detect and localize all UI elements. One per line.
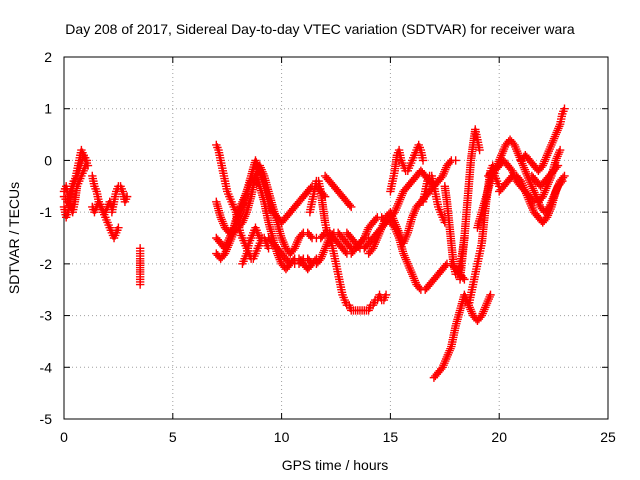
x-tick-label: 5 <box>169 429 177 445</box>
x-axis-label: GPS time / hours <box>282 457 389 473</box>
data-point <box>135 280 145 289</box>
data-point <box>560 104 569 113</box>
data-point <box>475 145 484 155</box>
data-point <box>381 290 391 300</box>
data-point <box>347 202 356 212</box>
y-tick-label: 0 <box>44 152 52 168</box>
y-tick-label: -3 <box>40 308 53 324</box>
data-point <box>255 233 265 243</box>
y-tick-label: -5 <box>40 411 53 427</box>
data-point <box>418 156 428 165</box>
y-tick-label: -2 <box>40 256 53 272</box>
data-point <box>553 161 563 170</box>
data-point <box>122 192 132 201</box>
y-tick-label: -1 <box>40 204 53 220</box>
data-point <box>555 145 565 155</box>
y-tick-label: 1 <box>44 101 52 117</box>
chart-title: Day 208 of 2017, Sidereal Day-to-day VTE… <box>65 21 575 37</box>
x-tick-label: 25 <box>600 429 616 445</box>
data-point <box>451 156 460 165</box>
data-point <box>82 156 92 165</box>
y-tick-label: -4 <box>40 359 53 375</box>
x-tick-label: 20 <box>491 429 507 445</box>
data-point <box>114 223 123 232</box>
y-axis-label: SDTVAR / TECUs <box>6 182 22 294</box>
data-point <box>560 171 569 181</box>
y-tick-label: 2 <box>44 49 52 65</box>
plot-frame <box>63 56 609 420</box>
data-points <box>59 104 569 382</box>
x-tick-label: 10 <box>274 429 290 445</box>
data-point <box>264 244 273 253</box>
x-tick-label: 15 <box>383 429 399 445</box>
data-point <box>486 290 495 300</box>
x-tick-label: 0 <box>60 429 68 445</box>
y-axis-ticks: -5 -4 -3 -2 -1 0 1 2 <box>40 49 608 427</box>
